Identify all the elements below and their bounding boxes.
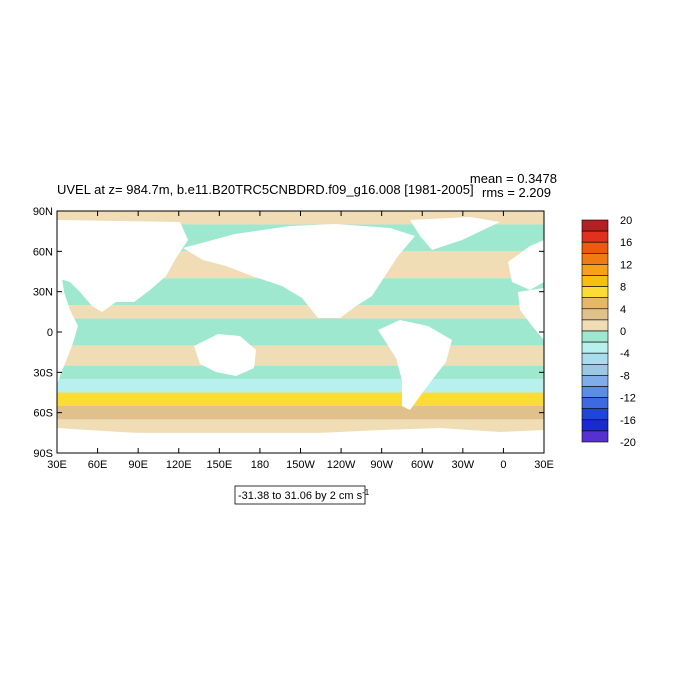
velocity-band-4	[57, 305, 544, 319]
colorbar-swatch	[581, 219, 609, 232]
colorbar	[581, 219, 609, 443]
y-tick-label: 60N	[33, 246, 53, 258]
x-ticks: 30E 60E 90E 120E 150E 180 150W 120W 90W 60W 30W 0 30…	[47, 211, 554, 471]
velocity-band-10	[57, 405, 544, 420]
colorbar-label: -4	[620, 348, 630, 360]
colorbar-swatch	[581, 375, 609, 387]
colorbar-label: 8	[620, 282, 626, 294]
continents	[57, 217, 544, 453]
x-tick-label: 60W	[411, 459, 434, 471]
colorbar-swatch	[581, 286, 609, 299]
colorbar-label: 20	[620, 215, 632, 227]
colorbar-swatch	[581, 241, 609, 254]
colorbar-swatch	[581, 352, 609, 365]
colorbar-swatch	[581, 386, 609, 398]
colorbar-swatch	[581, 264, 609, 276]
colorbar-label: 12	[620, 259, 632, 271]
rms-label: rms = 2.209	[482, 185, 551, 200]
colorbar-swatch	[581, 253, 609, 265]
mean-label: mean = 0.3478	[470, 171, 557, 186]
greenland-landmass	[410, 217, 500, 250]
eurasia-landmass	[57, 220, 188, 312]
x-tick-label: 120E	[166, 459, 192, 471]
contour-info-text: -31.38 to 31.06 by 2 cm s-1	[238, 488, 370, 502]
south-america-landmass	[378, 320, 452, 410]
x-tick-label: 150W	[286, 459, 315, 471]
colorbar-swatch	[581, 363, 609, 376]
colorbar-swatch	[581, 341, 609, 354]
x-tick-label: 180	[251, 459, 269, 471]
colorbar-swatch	[581, 230, 609, 243]
y-tick-label: 60S	[33, 408, 53, 420]
contour-info-frame	[234, 485, 366, 505]
x-tick-label: 90W	[370, 459, 393, 471]
velocity-band-8	[57, 379, 544, 393]
contour-info-box: -31.38 to 31.06 by 2 cm s-1	[234, 485, 370, 505]
colorbar-labels: 20 16 12 8 4 0 -4 -8 -12 -16 -20	[620, 215, 636, 449]
y-ticks: 90N 60N 30N 0 30S 60S 90S	[33, 206, 544, 460]
x-tick-label: 30W	[452, 459, 475, 471]
colorbar-swatch	[581, 430, 609, 443]
x-tick-label: 60E	[88, 459, 108, 471]
colorbar-swatch	[581, 408, 609, 421]
colorbar-label: -12	[620, 393, 636, 405]
colorbar-swatch	[581, 397, 609, 410]
x-tick-label: 30E	[534, 459, 554, 471]
x-tick-label: 30E	[47, 459, 67, 471]
chart-title: UVEL at z= 984.7m, b.e11.B20TRC5CNBDRD.f…	[57, 182, 474, 197]
y-tick-label: 30N	[33, 287, 53, 299]
colorbar-label: 16	[620, 237, 632, 249]
colorbar-label: 4	[620, 304, 626, 316]
x-tick-label: 120W	[327, 459, 356, 471]
australia-landmass	[194, 334, 256, 376]
colorbar-label: 0	[620, 326, 626, 338]
velocity-band-6	[57, 345, 544, 366]
colorbar-label: -8	[620, 370, 630, 382]
contour-info-exponent: -1	[362, 488, 370, 497]
map-plot: 30E 60E 90E 120E 150E 180 150W 120W 90W 60W 30W 0 30…	[33, 206, 554, 471]
velocity-band-5	[57, 318, 544, 346]
y-tick-label: 30S	[33, 367, 53, 379]
x-tick-label: 150E	[206, 459, 232, 471]
y-tick-label: 90S	[33, 448, 53, 460]
y-tick-label: 0	[47, 327, 53, 339]
colorbar-swatch	[581, 297, 609, 310]
x-tick-label: 0	[500, 459, 506, 471]
africa-right-landmass	[518, 288, 544, 340]
antarctica-landmass	[57, 428, 544, 453]
velocity-band-7	[57, 365, 544, 380]
colorbar-swatch	[581, 275, 609, 287]
colorbar-swatch	[581, 330, 609, 343]
north-america-landmass	[183, 224, 415, 318]
africa-landmass	[57, 264, 78, 384]
y-tick-label: 90N	[33, 206, 53, 218]
colorbar-swatch	[581, 308, 609, 321]
colorbar-label: -16	[620, 415, 636, 427]
europe-landmass	[508, 240, 544, 290]
colorbar-swatch	[581, 319, 609, 332]
contour-info-range: -31.38 to 31.06 by 2 cm s	[238, 490, 363, 502]
x-tick-label: 90E	[128, 459, 148, 471]
velocity-band-9	[57, 392, 544, 406]
colorbar-swatch	[581, 419, 609, 432]
colorbar-label: -20	[620, 437, 636, 449]
